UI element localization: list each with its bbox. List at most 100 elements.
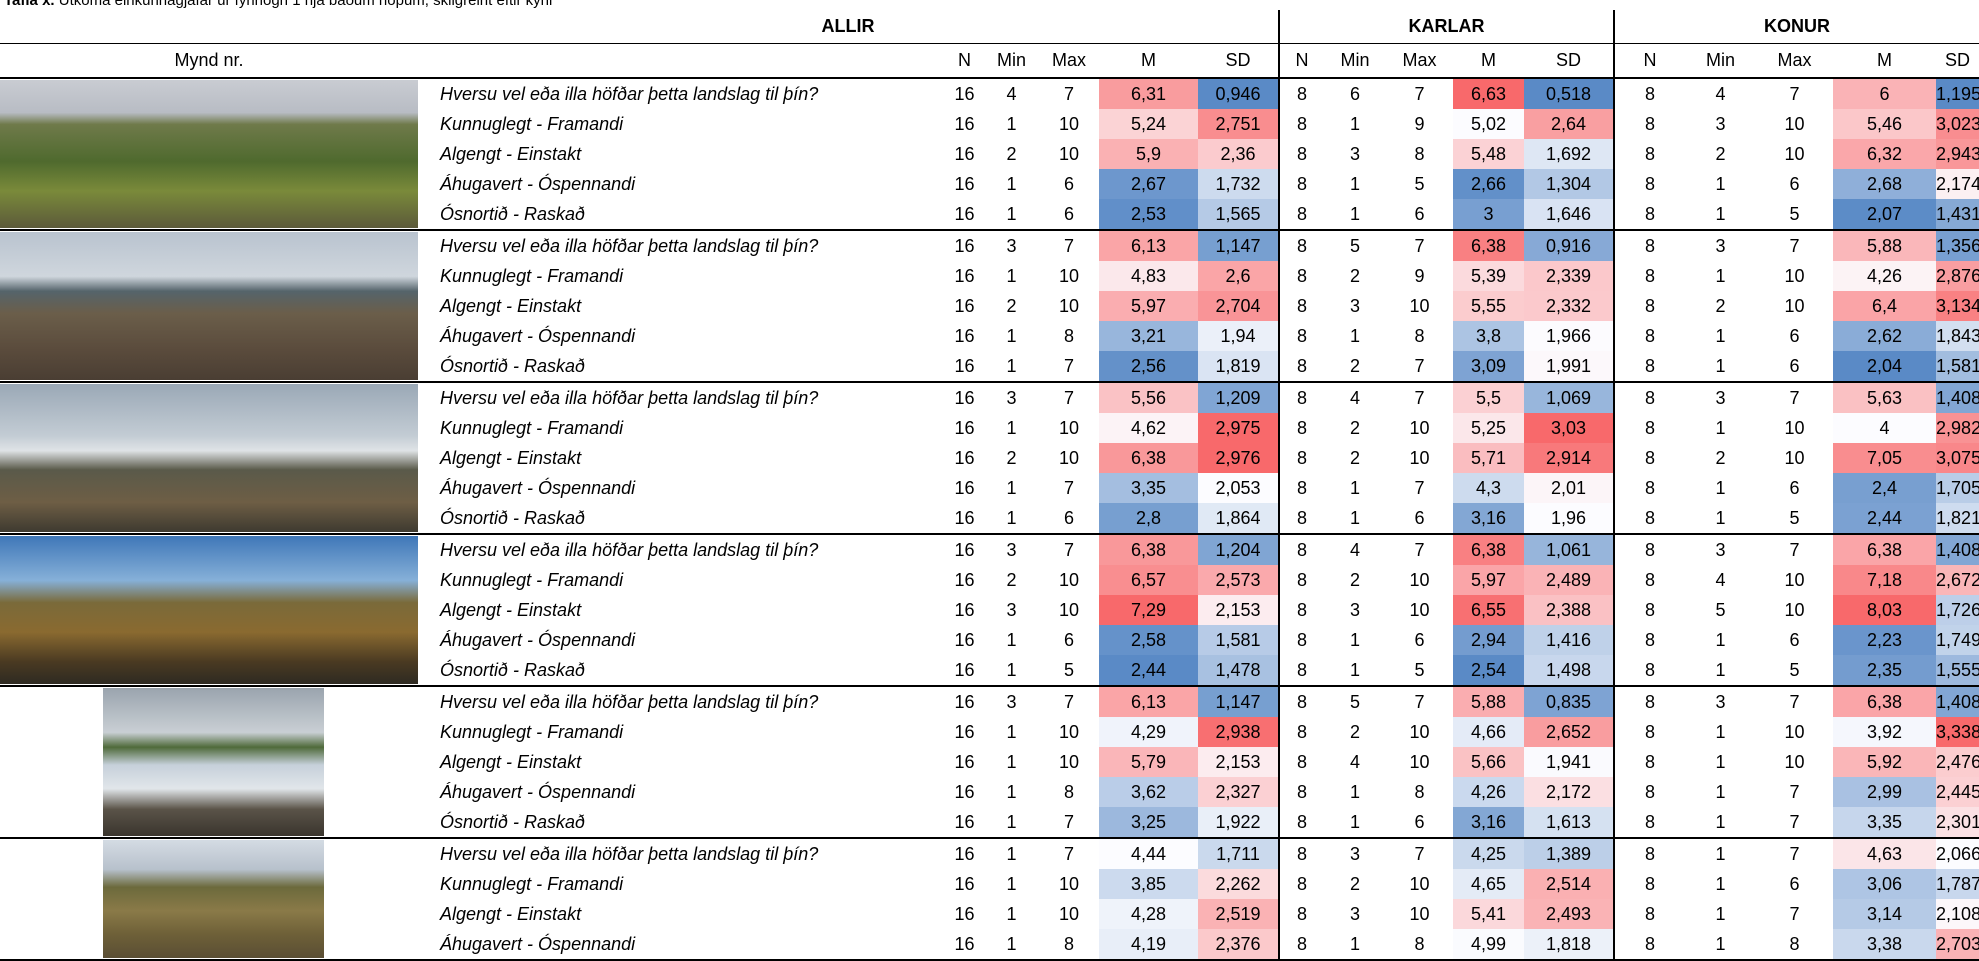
value-cell: 2,938 (1198, 717, 1279, 747)
value-cell: 10 (1756, 109, 1833, 139)
value-cell: 1 (1324, 473, 1386, 503)
value-cell: 2,07 (1833, 199, 1936, 230)
value-cell: 1 (984, 807, 1039, 838)
value-cell: 3 (1685, 686, 1756, 717)
value-cell: 8 (1279, 78, 1324, 109)
value-cell: 16 (945, 503, 984, 534)
value-cell: 1,726 (1936, 595, 1979, 625)
value-cell: 1 (1324, 807, 1386, 838)
value-cell: 3,338 (1936, 717, 1979, 747)
value-cell: 2,982 (1936, 413, 1979, 443)
value-cell: 2 (984, 291, 1039, 321)
value-cell: 7 (1756, 382, 1833, 413)
value-cell: 1 (984, 869, 1039, 899)
value-cell: 1,843 (1936, 321, 1979, 351)
value-cell: 8 (1279, 109, 1324, 139)
value-cell: 1,991 (1524, 351, 1614, 382)
value-cell: 7 (1756, 230, 1833, 261)
value-cell: 3,35 (1833, 807, 1936, 838)
value-cell: 8 (1279, 929, 1324, 960)
value-cell: 1 (1685, 199, 1756, 230)
value-cell: 1 (984, 351, 1039, 382)
value-cell: 2,914 (1524, 443, 1614, 473)
value-cell: 6,57 (1099, 565, 1198, 595)
column-header: Max (1039, 44, 1099, 79)
value-cell: 2,327 (1198, 777, 1279, 807)
value-cell: 16 (945, 534, 984, 565)
value-cell: 4 (1324, 382, 1386, 413)
caption-text: Útkoma einkunnagjafar úr fyrirlögn 1 hjá… (59, 0, 553, 9)
value-cell: 4,63 (1833, 838, 1936, 869)
value-cell: 1,692 (1524, 139, 1614, 169)
value-cell: 0,835 (1524, 686, 1614, 717)
value-cell: 2 (1324, 869, 1386, 899)
value-cell: 2,053 (1198, 473, 1279, 503)
value-cell: 1 (1685, 473, 1756, 503)
value-cell: 1,818 (1524, 929, 1614, 960)
value-cell: 5 (1756, 199, 1833, 230)
image-cell (0, 78, 418, 230)
value-cell: 6,63 (1453, 78, 1524, 109)
value-cell: 16 (945, 929, 984, 960)
value-cell: 8 (1614, 261, 1685, 291)
value-cell: 1 (984, 838, 1039, 869)
value-cell: 10 (1039, 899, 1099, 929)
value-cell: 2,94 (1453, 625, 1524, 655)
image-cell (0, 230, 418, 382)
value-cell: 16 (945, 807, 984, 838)
question: Algengt - Einstakt (418, 747, 945, 777)
value-cell: 6 (1386, 807, 1453, 838)
value-cell: 16 (945, 595, 984, 625)
value-cell: 7 (1756, 534, 1833, 565)
value-cell: 8 (1279, 869, 1324, 899)
value-cell: 2,58 (1099, 625, 1198, 655)
value-cell: 5,79 (1099, 747, 1198, 777)
value-cell: 1 (1324, 929, 1386, 960)
value-cell: 2,514 (1524, 869, 1614, 899)
value-cell: 1,787 (1936, 869, 1979, 899)
value-cell: 2 (1324, 351, 1386, 382)
value-cell: 8 (1279, 717, 1324, 747)
value-cell: 4,26 (1453, 777, 1524, 807)
value-cell: 8 (1279, 321, 1324, 351)
value-cell: 3 (1685, 109, 1756, 139)
question: Hversu vel eða illa höfðar þetta landsla… (418, 382, 945, 413)
value-cell: 8 (1614, 473, 1685, 503)
value-cell: 7 (1386, 351, 1453, 382)
value-cell: 10 (1386, 869, 1453, 899)
value-cell: 5,88 (1453, 686, 1524, 717)
value-cell: 2,704 (1198, 291, 1279, 321)
value-cell: 1 (984, 625, 1039, 655)
value-cell: 3,03 (1524, 413, 1614, 443)
value-cell: 8 (1614, 717, 1685, 747)
value-cell: 1 (1685, 929, 1756, 960)
value-cell: 16 (945, 78, 984, 109)
value-cell: 2,62 (1833, 321, 1936, 351)
column-header: M (1833, 44, 1936, 79)
value-cell: 1 (1685, 351, 1756, 382)
value-cell: 1 (984, 413, 1039, 443)
value-cell: 4 (1833, 413, 1936, 443)
value-cell: 2,301 (1936, 807, 1979, 838)
value-cell: 3,134 (1936, 291, 1979, 321)
value-cell: 3,38 (1833, 929, 1936, 960)
value-cell: 8 (1279, 807, 1324, 838)
data-row: Hversu vel eða illa höfðar þetta landsla… (0, 78, 1979, 109)
value-cell: 8 (1614, 655, 1685, 686)
column-header: N (945, 44, 984, 79)
value-cell: 16 (945, 565, 984, 595)
value-cell: 3 (1453, 199, 1524, 230)
value-cell: 1,922 (1198, 807, 1279, 838)
value-cell: 10 (1756, 565, 1833, 595)
value-cell: 10 (1039, 413, 1099, 443)
value-cell: 2,262 (1198, 869, 1279, 899)
value-cell: 4,62 (1099, 413, 1198, 443)
value-cell: 3 (984, 595, 1039, 625)
question: Áhugavert - Óspennandi (418, 777, 945, 807)
value-cell: 6 (1386, 503, 1453, 534)
value-cell: 1,732 (1198, 169, 1279, 199)
question: Hversu vel eða illa höfðar þetta landsla… (418, 78, 945, 109)
value-cell: 2 (984, 565, 1039, 595)
value-cell: 7 (1039, 473, 1099, 503)
value-cell: 6 (1756, 321, 1833, 351)
